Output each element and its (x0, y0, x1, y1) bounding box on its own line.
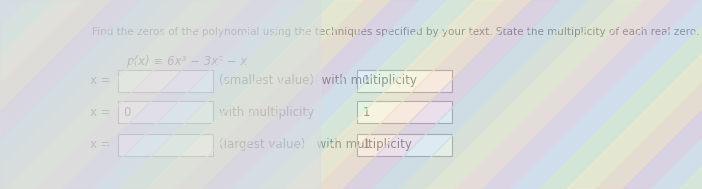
Polygon shape (427, 0, 644, 189)
Polygon shape (0, 0, 28, 189)
FancyBboxPatch shape (118, 70, 213, 92)
Polygon shape (147, 0, 364, 189)
Text: 1: 1 (362, 74, 370, 87)
Polygon shape (567, 0, 702, 189)
Text: 0: 0 (123, 106, 131, 119)
Polygon shape (35, 0, 252, 189)
Polygon shape (63, 0, 280, 189)
Polygon shape (539, 0, 702, 189)
Text: p(x) ≡ 6x³ − 3x² − x: p(x) ≡ 6x³ − 3x² − x (126, 55, 247, 68)
FancyBboxPatch shape (357, 70, 452, 92)
Polygon shape (343, 0, 560, 189)
Polygon shape (0, 0, 112, 189)
FancyBboxPatch shape (118, 134, 213, 156)
Polygon shape (595, 0, 702, 189)
FancyBboxPatch shape (118, 101, 213, 123)
Polygon shape (0, 0, 196, 189)
Polygon shape (0, 0, 84, 189)
Polygon shape (175, 0, 392, 189)
Polygon shape (119, 0, 336, 189)
Polygon shape (0, 0, 320, 189)
Polygon shape (315, 0, 532, 189)
Polygon shape (7, 0, 224, 189)
Polygon shape (287, 0, 504, 189)
Polygon shape (259, 0, 476, 189)
Polygon shape (399, 0, 616, 189)
Polygon shape (623, 0, 702, 189)
FancyBboxPatch shape (357, 101, 452, 123)
Polygon shape (0, 0, 168, 189)
Text: x =: x = (91, 106, 111, 119)
Polygon shape (455, 0, 672, 189)
Polygon shape (511, 0, 702, 189)
Polygon shape (91, 0, 308, 189)
FancyBboxPatch shape (357, 134, 452, 156)
Text: x =: x = (91, 138, 111, 151)
Text: 1: 1 (362, 138, 370, 151)
Polygon shape (0, 0, 56, 189)
Polygon shape (679, 0, 702, 189)
Polygon shape (231, 0, 448, 189)
Polygon shape (651, 0, 702, 189)
Polygon shape (483, 0, 700, 189)
Polygon shape (0, 0, 140, 189)
Text: Find the zeros of the polynomial using the techniques specified by your text. St: Find the zeros of the polynomial using t… (92, 27, 699, 37)
Polygon shape (371, 0, 588, 189)
Text: with multiplicity: with multiplicity (220, 106, 314, 119)
Text: x =: x = (91, 74, 111, 87)
Text: (largest value)   with multiplicity: (largest value) with multiplicity (220, 138, 412, 151)
Text: (smallest value)  with multiplicity: (smallest value) with multiplicity (220, 74, 417, 87)
Polygon shape (203, 0, 420, 189)
Text: 1: 1 (362, 106, 370, 119)
